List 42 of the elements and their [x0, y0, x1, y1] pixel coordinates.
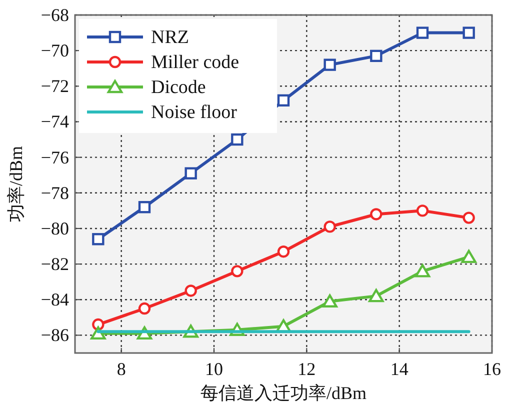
point — [92, 233, 104, 246]
legend-label: Noise floor — [151, 102, 238, 123]
x-tick-label: 12 — [298, 359, 316, 379]
point — [184, 167, 197, 180]
y-tick-label: −76 — [40, 147, 69, 168]
x-tick-label: 14 — [390, 359, 408, 379]
point — [324, 220, 336, 233]
point — [138, 302, 151, 315]
point — [414, 264, 430, 278]
x-tick-label: 10 — [205, 359, 223, 379]
y-tick-label: −74 — [40, 112, 69, 132]
x-tick-label: 16 — [483, 359, 501, 379]
point — [277, 246, 290, 258]
legend-label: Dicode — [151, 77, 206, 98]
point — [461, 250, 476, 264]
y-tick-label: −82 — [40, 254, 69, 274]
y-tick-label: −86 — [40, 325, 69, 346]
point — [231, 133, 244, 146]
point — [277, 94, 290, 106]
point — [322, 294, 338, 308]
legend-label: NRZ — [151, 27, 189, 48]
point — [231, 265, 244, 278]
y-tick-label: −68 — [40, 5, 69, 25]
point — [416, 26, 429, 39]
x-axis-title: 每信道入迁功率/dBm — [200, 383, 367, 403]
x-tick-label: 8 — [116, 359, 126, 379]
point — [416, 204, 429, 217]
y-tick-label: −84 — [40, 290, 69, 310]
y-tick-label: −70 — [40, 40, 69, 61]
legend-label: Miller code — [151, 52, 240, 73]
point — [462, 212, 475, 224]
y-tick-label: −80 — [40, 218, 69, 238]
point — [324, 58, 336, 71]
point — [138, 201, 151, 214]
point — [184, 284, 197, 297]
point — [370, 208, 382, 220]
y-tick-label: −78 — [40, 182, 69, 203]
point — [370, 50, 382, 62]
point — [462, 26, 475, 39]
y-axis-title: 功率/dBm — [6, 146, 26, 222]
y-tick-label: −72 — [40, 76, 69, 96]
point — [368, 288, 384, 302]
